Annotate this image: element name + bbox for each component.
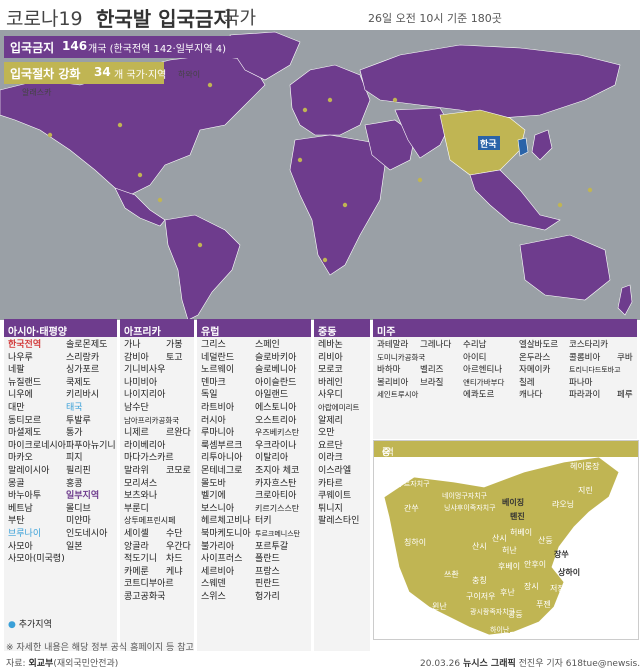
europe-col2: 스페인 슬로바키아 슬로베니아 아이슬란드 아일랜드 에스토니아 오스트리아 우즈베키… <box>255 340 301 602</box>
hainan <box>498 625 510 633</box>
panel-europe-header: 유럽 <box>197 321 311 338</box>
ban-count: 146 <box>62 39 88 53</box>
americas-col6: 쿠바 페루 <box>617 352 633 401</box>
ban-detail: 개국 (한국전역 142·일부지역 4) <box>88 44 226 55</box>
ban-legend: 입국금지 146 개국 (한국전역 142·일부지역 4) <box>4 36 276 58</box>
title-main: 한국발 입국금지 <box>96 7 232 31</box>
panel-africa-header: 아프리카 <box>120 321 194 338</box>
china-inset-header: 중국 입국절차 강화 지역 (격리 조치) <box>374 441 638 575</box>
southeast-asia <box>469 169 561 231</box>
africa-col2: 가봉 토고 르완다 코모로 수단 우간다 차드 케냐 <box>166 340 191 577</box>
timestamp: 26일 오전 10시 기준 180곳 <box>368 12 502 25</box>
asia-col2: 솔로몬제도 스리랑카 싱가포르 쿡제도 키리바시 태국 투발루 통가 파푸아뉴기니 피지… <box>66 340 116 552</box>
asia-col1: 한국전역 나우루 네팔 뉴질랜드 니우에 대만 동티모르 마셜제도 마이크로네시아 마카… <box>8 340 66 565</box>
strict-legend: 입국절차 강화 34 개 국가·지역 <box>4 62 167 84</box>
china-inset: 중국 입국절차 강화 지역 (격리 조치) 헤이룽장 지린 랴오닝 네이멍구자치… <box>373 440 639 640</box>
new-zealand <box>617 284 633 316</box>
middle-east <box>364 119 416 171</box>
europe-col1: 그리스 네덜란드 노르웨이 덴마크 독일 라트비아 러시아 루마니아 룩셈부르크 리투아니… <box>201 340 251 602</box>
korea-label: 한국 <box>480 138 497 150</box>
panel-middle-east: 중동 레바논 리비아 모로코 바레인 사우디 아랍에미리트 알제리 오만 요르단 이라크… <box>314 319 370 651</box>
americas-col3: 수리남 아이티 아르헨티나 앤티가바부다 에콰도르 <box>463 340 505 401</box>
americas-col5: 코스타리카 콜롬비아 트리니다드토바고 파나마 파라과이 <box>569 340 621 401</box>
strict-label: 입국절차 강화 <box>10 67 81 81</box>
alaska-label: 알래스카 <box>22 87 52 97</box>
panel-americas: 미주 과테말라 도미니카공화국 바하마 볼리비아 세인트루시아 그레나다 벨리즈 브라… <box>373 319 637 439</box>
hawaii-label: 하와이 <box>178 69 200 79</box>
asia-footnote: ● 추가지역 <box>8 620 52 630</box>
americas-col1: 과테말라 도미니카공화국 바하마 볼리비아 세인트루시아 <box>377 340 426 400</box>
central-asia <box>394 107 451 159</box>
footer-source: 자료: 외교부(재외국민안전과) <box>6 659 119 669</box>
china-map <box>374 457 638 639</box>
russia <box>359 44 621 119</box>
footer-note: ※ 자세한 내용은 해당 정부 공식 홈페이지 등 참고 <box>6 643 194 653</box>
panel-africa: 아프리카 가나 감비아 기니비사우 나미비아 나이지리아 남수단 남아프리카공화국 니… <box>120 319 194 651</box>
panel-europe: 유럽 그리스 네덜란드 노르웨이 덴마크 독일 라트비아 러시아 루마니아 룩셈부르크 리… <box>197 319 311 651</box>
americas-col2: 그레나다 벨리즈 브라질 <box>420 340 452 388</box>
header: 코로나19 한국발 입국금지 국가 26일 오전 10시 기준 180곳 <box>0 0 640 31</box>
ban-label: 입국금지 <box>10 41 55 55</box>
africa-col1: 가나 감비아 기니비사우 나미비아 나이지리아 남수단 남아프리카공화국 니제르 라이베… <box>124 340 180 602</box>
panel-americas-header: 미주 <box>373 321 637 338</box>
south-america <box>164 214 241 320</box>
strict-points <box>47 82 593 263</box>
australia <box>519 234 611 301</box>
korea <box>517 137 529 157</box>
title-prefix: 코로나19 <box>6 8 83 30</box>
middle-east-col1: 레바논 리비아 모로코 바레인 사우디 아랍에미리트 알제리 오만 요르단 이라크 이스… <box>318 340 360 527</box>
china-shape <box>383 457 620 636</box>
panel-middle-east-header: 중동 <box>314 321 370 338</box>
strict-count: 34 <box>94 65 111 79</box>
americas-col4: 엘살바도르 온두라스 자메이카 칠레 캐나다 <box>519 340 559 401</box>
footer-credit: 20.03.26 뉴시스 그래픽 전진우 기자 618tue@newsis.co… <box>420 659 640 669</box>
central-america <box>114 187 166 227</box>
title-suffix: 국가 <box>223 8 257 29</box>
panel-asia: 아시아·태평양 한국전역 나우루 네팔 뉴질랜드 니우에 대만 동티모르 마셜제도 마이… <box>4 319 117 651</box>
japan <box>531 129 553 161</box>
strict-detail: 개 국가·지역 <box>114 70 167 81</box>
panel-asia-header: 아시아·태평양 <box>4 321 117 338</box>
